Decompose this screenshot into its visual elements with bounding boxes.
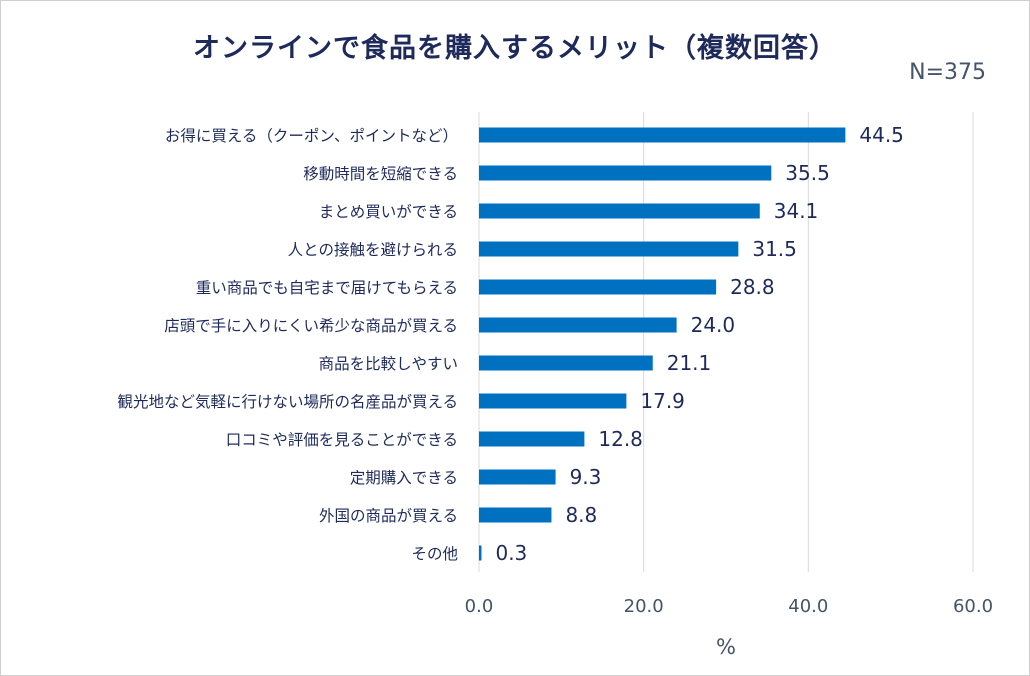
category-label: 重い商品でも自宅まで届けてもらえる <box>196 279 458 297</box>
x-tick-label: 20.0 <box>624 596 664 617</box>
category-label: 店頭で手に入りにくい希少な商品が買える <box>164 317 458 335</box>
category-label: 移動時間を短縮できる <box>303 165 458 183</box>
x-tick-label: 0.0 <box>465 596 494 617</box>
data-label: 34.1 <box>774 199 819 223</box>
category-label: 外国の商品が買える <box>319 507 458 525</box>
data-label: 8.8 <box>565 503 597 527</box>
category-label: 口コミや評価を見ることができる <box>226 431 458 449</box>
data-label: 9.3 <box>570 465 602 489</box>
bar <box>479 165 772 181</box>
bar <box>479 127 846 143</box>
sample-size-label: N=375 <box>909 60 986 85</box>
data-label: 31.5 <box>752 237 797 261</box>
data-label: 35.5 <box>785 161 830 185</box>
bar <box>479 241 739 257</box>
bar <box>479 203 760 219</box>
bar <box>479 431 585 447</box>
data-label: 12.8 <box>598 427 643 451</box>
category-label: 商品を比較しやすい <box>319 355 458 373</box>
bar <box>479 507 552 523</box>
bar <box>479 279 717 295</box>
data-label: 21.1 <box>667 351 712 375</box>
category-label: お得に買える（クーポン、ポイントなど） <box>165 127 458 145</box>
bar <box>479 393 627 409</box>
x-tick-label: 40.0 <box>788 596 828 617</box>
category-label: その他 <box>411 545 458 563</box>
category-label: まとめ買いができる <box>319 203 458 221</box>
category-label: 人との接触を避けられる <box>288 241 458 259</box>
data-label: 24.0 <box>691 313 736 337</box>
bar <box>479 545 482 561</box>
data-label: 44.5 <box>859 123 904 147</box>
bar <box>479 469 556 485</box>
category-label: 定期購入できる <box>350 469 458 487</box>
chart-title: オンラインで食品を購入するメリット（複数回答） <box>193 33 837 64</box>
data-label: 0.3 <box>495 541 527 565</box>
bar <box>479 355 653 371</box>
bar <box>479 317 677 333</box>
data-label: 28.8 <box>730 275 775 299</box>
data-label: 17.9 <box>640 389 685 413</box>
category-label: 観光地など気軽に行けない場所の名産品が買える <box>117 393 458 411</box>
x-tick-label: 60.0 <box>953 596 993 617</box>
x-axis-label: % <box>716 635 736 659</box>
